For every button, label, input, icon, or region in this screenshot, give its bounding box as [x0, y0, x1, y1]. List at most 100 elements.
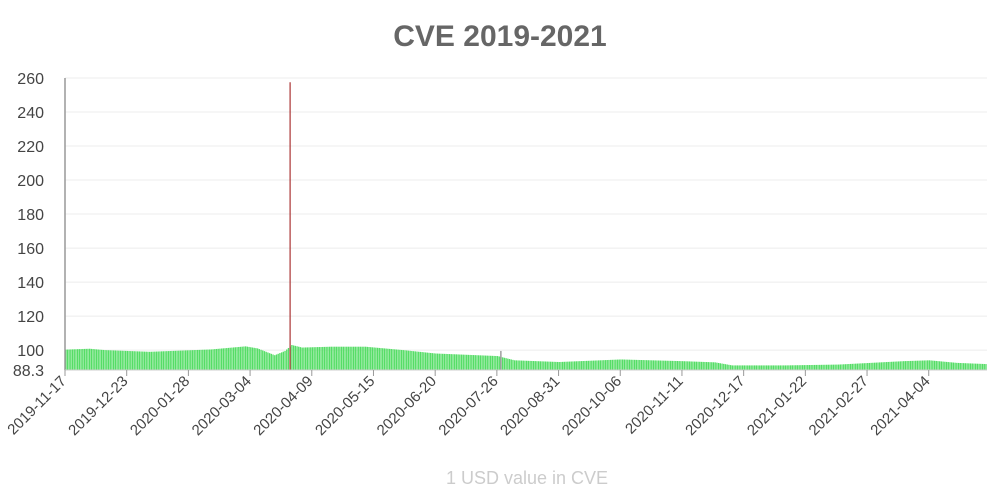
- bar: [921, 360, 924, 370]
- bar: [538, 361, 540, 370]
- bar: [68, 349, 70, 370]
- bar: [573, 361, 576, 370]
- bar: [623, 359, 626, 370]
- x-tick-label: 2019-11-17: [4, 373, 69, 438]
- bar: [697, 361, 699, 370]
- bar: [397, 349, 399, 370]
- bar: [131, 351, 134, 370]
- bar: [927, 360, 929, 370]
- bar: [855, 363, 857, 370]
- x-tick-label: 2020-04-09: [250, 373, 316, 439]
- bar: [320, 347, 322, 370]
- bar: [885, 362, 888, 370]
- bar: [330, 346, 332, 370]
- bar: [957, 362, 960, 370]
- x-tick-label: 2020-12-17: [682, 373, 748, 439]
- bar: [284, 350, 286, 370]
- bar: [145, 351, 147, 370]
- bar: [244, 346, 247, 370]
- bar: [618, 359, 620, 370]
- bar: [301, 347, 303, 370]
- bar: [260, 349, 262, 370]
- bar: [714, 362, 716, 370]
- chart-title: CVE 2019-2021: [393, 20, 607, 53]
- bar: [226, 348, 228, 370]
- bar: [332, 346, 334, 370]
- bar: [937, 361, 939, 370]
- bar: [445, 353, 447, 370]
- bar: [347, 346, 350, 370]
- bar: [471, 354, 473, 370]
- bar: [419, 351, 422, 370]
- bar: [687, 361, 689, 370]
- y-tick-label: 220: [17, 139, 44, 156]
- bar: [551, 361, 554, 370]
- bar: [507, 358, 509, 370]
- bar: [666, 360, 668, 370]
- bar: [692, 361, 694, 370]
- bar: [817, 364, 819, 370]
- bar: [351, 346, 353, 370]
- bar: [298, 346, 300, 370]
- bar: [906, 361, 908, 370]
- bar: [947, 362, 949, 370]
- bar: [383, 348, 386, 370]
- bar: [82, 348, 84, 370]
- bar: [765, 365, 768, 370]
- bar: [493, 355, 495, 370]
- y-tick-label: 88.3: [13, 363, 44, 380]
- bar: [909, 360, 912, 370]
- bar: [512, 359, 514, 370]
- bar: [517, 360, 519, 370]
- bar: [366, 346, 368, 370]
- bar: [913, 360, 915, 370]
- bar: [604, 360, 607, 370]
- bar: [645, 360, 648, 370]
- bar: [723, 363, 725, 370]
- bar: [118, 350, 120, 370]
- bar: [616, 359, 619, 370]
- bar: [318, 347, 320, 370]
- bar: [933, 360, 936, 370]
- grid-lines: [65, 77, 987, 351]
- bar: [740, 365, 742, 370]
- bar: [474, 355, 476, 370]
- bar: [491, 355, 494, 370]
- x-tick-label: 2021-01-22: [744, 373, 810, 439]
- bar: [280, 352, 283, 370]
- bar: [136, 351, 139, 370]
- bar: [344, 346, 346, 370]
- bar: [421, 352, 423, 370]
- bar: [112, 350, 115, 370]
- bar: [916, 360, 919, 370]
- bar: [930, 360, 932, 370]
- bar: [275, 354, 278, 370]
- bar: [789, 365, 792, 370]
- bar: [431, 353, 434, 370]
- bar: [85, 348, 87, 370]
- bar: [889, 361, 891, 370]
- bar: [157, 351, 159, 370]
- bar: [808, 365, 811, 370]
- bar: [126, 350, 129, 370]
- bar: [503, 357, 506, 370]
- bar: [227, 347, 230, 370]
- bar: [939, 361, 941, 370]
- bar: [250, 347, 252, 370]
- bar: [774, 365, 776, 370]
- bar: [208, 349, 211, 370]
- bar: [212, 349, 214, 370]
- bar: [654, 360, 656, 370]
- bar: [805, 365, 807, 370]
- x-tick-label: 2021-02-27: [806, 373, 872, 439]
- x-tick-label: 2020-03-04: [189, 373, 255, 439]
- bar: [80, 349, 82, 370]
- bar: [860, 363, 862, 370]
- bar: [827, 364, 829, 370]
- bar: [647, 360, 650, 370]
- bar: [880, 362, 883, 370]
- bar: [133, 351, 135, 370]
- bar: [526, 360, 528, 370]
- bar: [191, 350, 194, 370]
- bar: [577, 361, 579, 370]
